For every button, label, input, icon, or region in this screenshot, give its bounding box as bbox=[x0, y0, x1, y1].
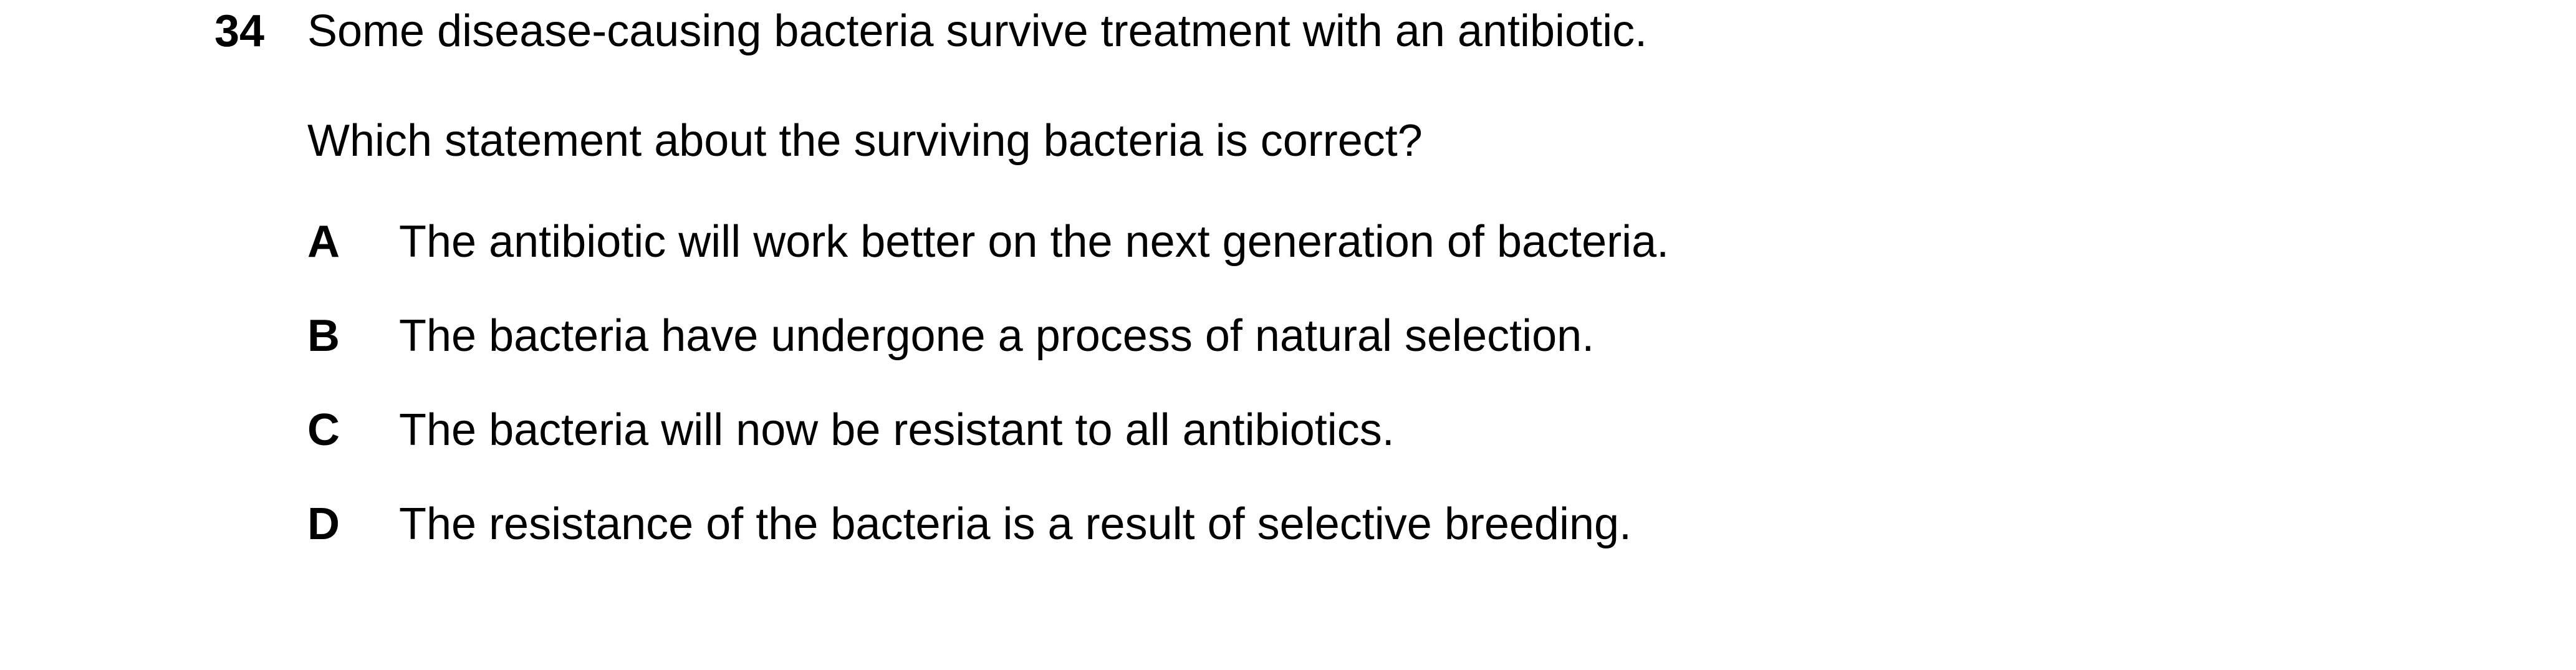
option-b[interactable]: B The bacteria have undergone a process … bbox=[0, 308, 2576, 364]
question-stem: Some disease-causing bacteria survive tr… bbox=[307, 6, 1648, 56]
option-text: The bacteria have undergone a process of… bbox=[399, 311, 1595, 361]
option-letter: D bbox=[307, 499, 340, 549]
option-text: The antibiotic will work better on the n… bbox=[399, 217, 1670, 267]
option-letter: C bbox=[307, 405, 340, 455]
question-prompt: Which statement about the surviving bact… bbox=[307, 116, 1423, 166]
option-letter: A bbox=[307, 217, 340, 267]
option-text: The bacteria will now be resistant to al… bbox=[399, 405, 1395, 455]
question-number: 34 bbox=[214, 6, 265, 56]
option-d[interactable]: D The resistance of the bacteria is a re… bbox=[0, 496, 2576, 552]
option-c[interactable]: C The bacteria will now be resistant to … bbox=[0, 402, 2576, 458]
option-letter: B bbox=[307, 311, 340, 361]
option-a[interactable]: A The antibiotic will work better on the… bbox=[0, 214, 2576, 270]
option-text: The resistance of the bacteria is a resu… bbox=[399, 499, 1632, 549]
